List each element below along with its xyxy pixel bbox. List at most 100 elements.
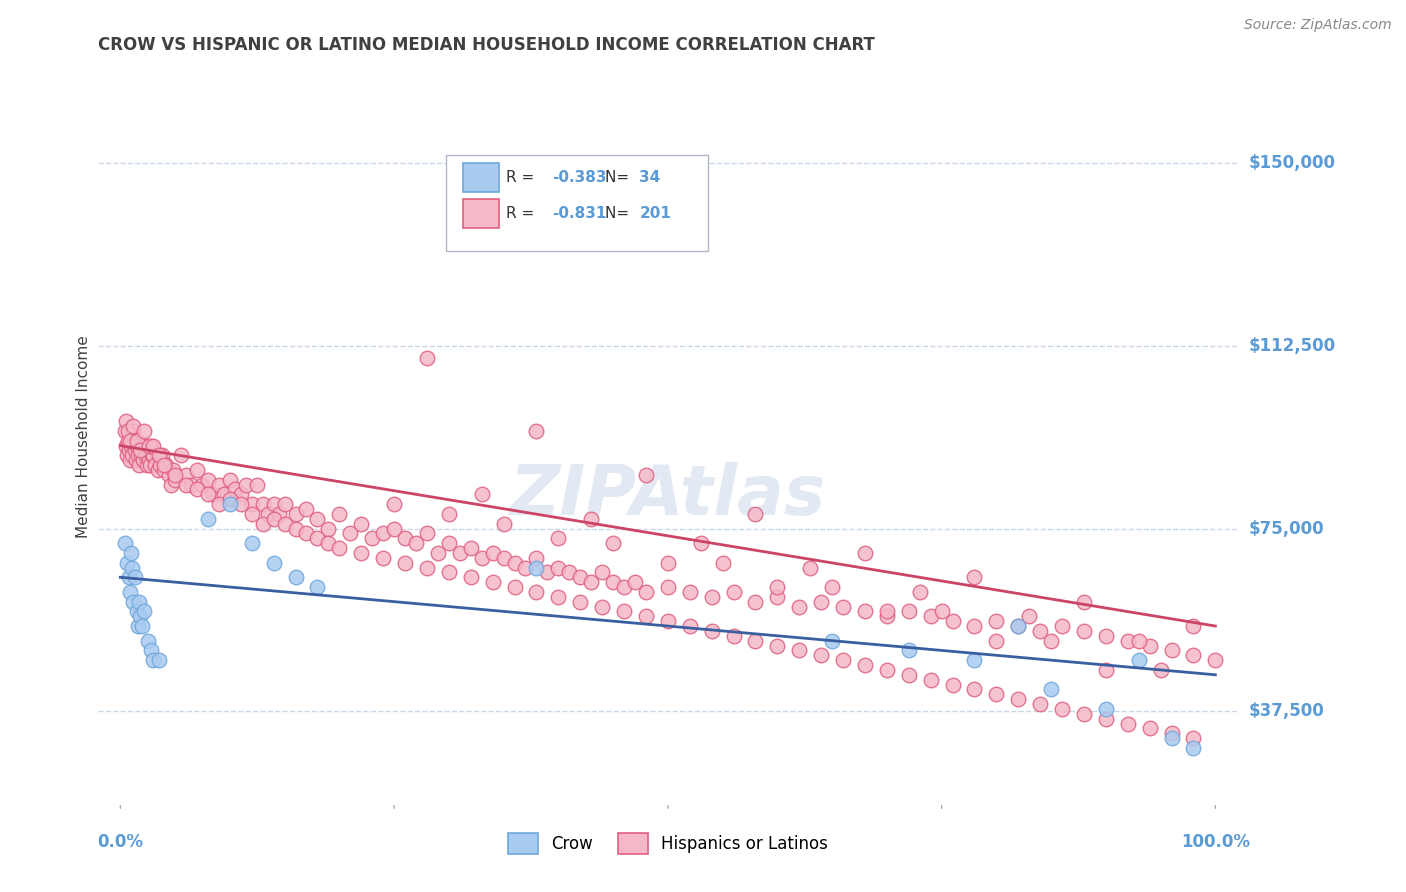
Point bbox=[134, 424, 156, 438]
Point bbox=[787, 599, 810, 614]
Point bbox=[1116, 633, 1139, 648]
Point bbox=[1029, 624, 1052, 638]
Point bbox=[128, 458, 150, 472]
Point bbox=[284, 570, 307, 584]
Point bbox=[150, 448, 173, 462]
Point bbox=[963, 682, 986, 697]
Point bbox=[634, 585, 657, 599]
Point bbox=[153, 458, 176, 472]
Point bbox=[127, 448, 149, 462]
Point bbox=[138, 439, 160, 453]
Point bbox=[634, 609, 657, 624]
Point bbox=[159, 477, 181, 491]
Point bbox=[134, 448, 156, 462]
Point bbox=[1116, 716, 1139, 731]
Text: R =: R = bbox=[506, 206, 540, 220]
Point bbox=[157, 467, 180, 482]
Point bbox=[273, 497, 295, 511]
Point bbox=[1139, 722, 1161, 736]
Point bbox=[449, 546, 471, 560]
Point bbox=[613, 580, 636, 594]
Point bbox=[284, 521, 307, 535]
Point bbox=[122, 419, 145, 434]
Point bbox=[118, 443, 141, 458]
Point bbox=[114, 414, 136, 428]
Point bbox=[142, 448, 165, 462]
Point bbox=[931, 604, 953, 618]
Point bbox=[124, 443, 146, 458]
Point bbox=[131, 619, 153, 633]
Point bbox=[536, 566, 558, 580]
Text: 100.0%: 100.0% bbox=[1181, 833, 1250, 851]
Point bbox=[146, 463, 169, 477]
Point bbox=[547, 560, 569, 574]
Point bbox=[766, 580, 789, 594]
FancyBboxPatch shape bbox=[463, 163, 499, 192]
Point bbox=[180, 477, 202, 491]
Point bbox=[1204, 653, 1226, 667]
Point bbox=[481, 575, 503, 590]
Text: CROW VS HISPANIC OR LATINO MEDIAN HOUSEHOLD INCOME CORRELATION CHART: CROW VS HISPANIC OR LATINO MEDIAN HOUSEH… bbox=[98, 36, 876, 54]
Point bbox=[547, 531, 569, 545]
Point bbox=[602, 536, 624, 550]
Point bbox=[165, 473, 187, 487]
Point bbox=[124, 570, 146, 584]
Point bbox=[134, 439, 156, 453]
Point bbox=[129, 439, 152, 453]
Point bbox=[120, 439, 142, 453]
Point bbox=[579, 575, 602, 590]
Point bbox=[125, 439, 148, 453]
FancyBboxPatch shape bbox=[463, 199, 499, 227]
Point bbox=[689, 536, 711, 550]
Point bbox=[382, 521, 405, 535]
Point bbox=[145, 458, 167, 472]
Point bbox=[197, 473, 219, 487]
FancyBboxPatch shape bbox=[446, 155, 707, 251]
Point bbox=[963, 653, 986, 667]
Point bbox=[503, 556, 526, 570]
Point bbox=[657, 614, 679, 628]
Text: N=: N= bbox=[605, 206, 634, 220]
Point bbox=[503, 580, 526, 594]
Point bbox=[382, 497, 405, 511]
Point bbox=[153, 463, 176, 477]
Text: $112,500: $112,500 bbox=[1249, 336, 1336, 355]
Point bbox=[124, 453, 146, 467]
Point bbox=[1182, 619, 1205, 633]
Text: -0.383: -0.383 bbox=[551, 169, 606, 185]
Point bbox=[821, 580, 844, 594]
Point bbox=[416, 351, 439, 365]
Point bbox=[121, 560, 143, 574]
Point bbox=[853, 658, 876, 673]
Point bbox=[139, 439, 162, 453]
Point bbox=[131, 443, 153, 458]
Point bbox=[591, 599, 613, 614]
Point bbox=[986, 614, 1008, 628]
Point bbox=[120, 585, 142, 599]
Point bbox=[908, 585, 931, 599]
Point bbox=[135, 458, 157, 472]
Point bbox=[136, 633, 159, 648]
Point bbox=[148, 448, 170, 462]
Point bbox=[307, 531, 329, 545]
Point bbox=[174, 467, 197, 482]
Point bbox=[1182, 740, 1205, 755]
Point bbox=[129, 448, 152, 462]
Point bbox=[269, 507, 291, 521]
Point bbox=[115, 448, 138, 462]
Point bbox=[1007, 619, 1029, 633]
Point bbox=[295, 502, 318, 516]
Point bbox=[162, 463, 184, 477]
Point bbox=[679, 619, 702, 633]
Point bbox=[613, 604, 636, 618]
Point bbox=[127, 619, 149, 633]
Point bbox=[1160, 726, 1182, 740]
Point bbox=[165, 467, 187, 482]
Point bbox=[1029, 697, 1052, 711]
Point bbox=[125, 604, 148, 618]
Point bbox=[246, 477, 269, 491]
Point bbox=[1007, 619, 1029, 633]
Point bbox=[114, 424, 136, 438]
Point bbox=[920, 673, 942, 687]
Point bbox=[284, 507, 307, 521]
